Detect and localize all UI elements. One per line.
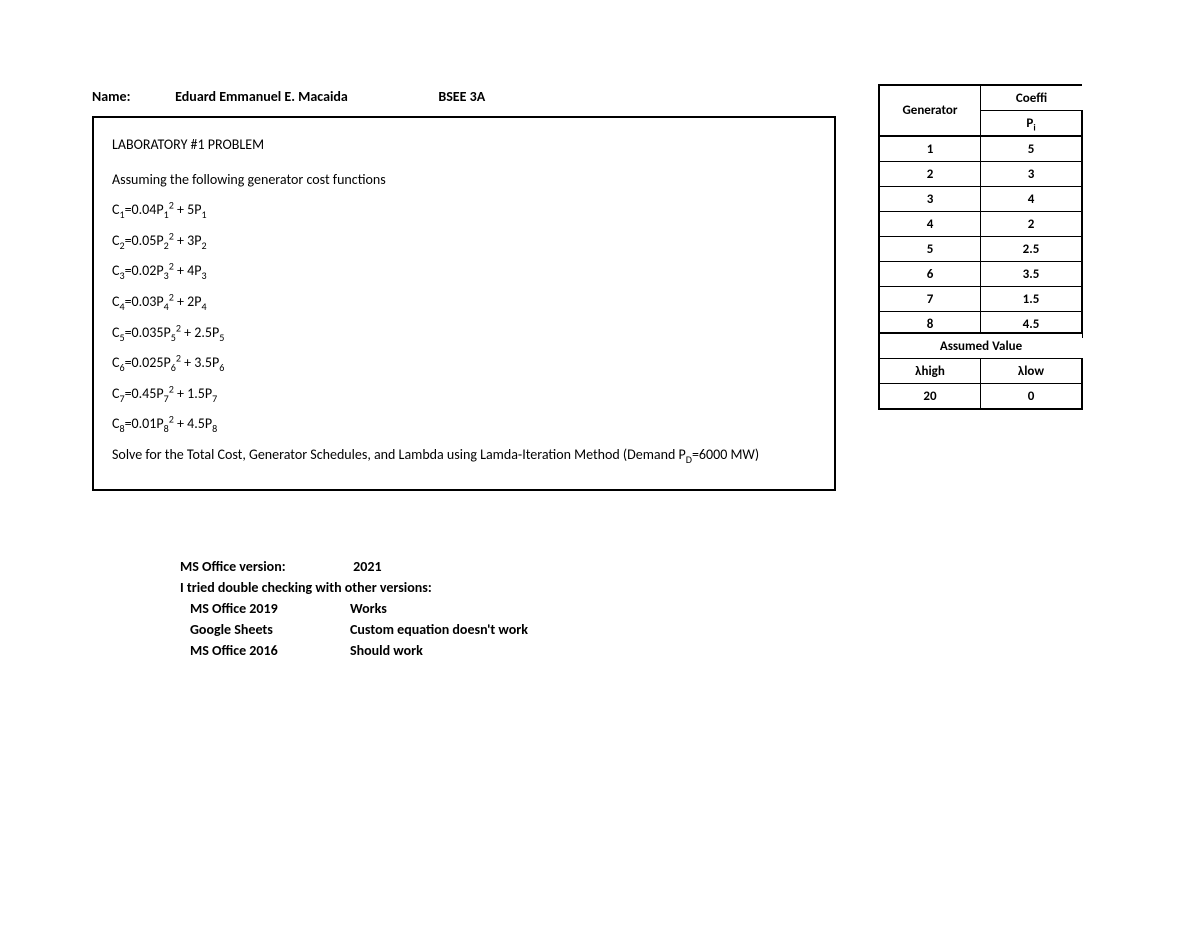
note-row: Google SheetsCustom equation doesn't wor… bbox=[180, 619, 528, 640]
note-c1: MS Office 2019 bbox=[180, 598, 350, 619]
table-row: 63.5 bbox=[879, 262, 1082, 287]
assumed-value-table: Assumed Value λhigh λlow 20 0 bbox=[878, 332, 1083, 410]
version-notes: MS Office version: 2021 I tried double c… bbox=[180, 556, 528, 661]
td-p: 1.5 bbox=[981, 287, 1083, 312]
th-lambda-low: λlow bbox=[981, 359, 1083, 384]
th-assumed: Assumed Value bbox=[879, 333, 1082, 359]
equation: C1=0.04P12 + 5P1 bbox=[112, 197, 816, 224]
note-c2: Should work bbox=[350, 640, 423, 661]
td-gen: 1 bbox=[879, 136, 981, 162]
note-c1: MS Office 2016 bbox=[180, 640, 350, 661]
td-gen: 2 bbox=[879, 162, 981, 187]
td-p: 3 bbox=[981, 162, 1083, 187]
equation: C4=0.03P42 + 2P4 bbox=[112, 289, 816, 316]
td-p: 5 bbox=[981, 136, 1083, 162]
td-lambda-low: 0 bbox=[981, 384, 1083, 410]
equation: C2=0.05P22 + 3P2 bbox=[112, 228, 816, 255]
note-row: MS Office 2016Should work bbox=[180, 640, 528, 661]
page: Name: Eduard Emmanuel E. Macaida BSEE 3A… bbox=[0, 0, 1200, 927]
equation: C5=0.035P52 + 2.5P5 bbox=[112, 320, 816, 347]
table-row: 52.5 bbox=[879, 237, 1082, 262]
th-coeffi: Coeffi bbox=[981, 85, 1083, 111]
equation: C7=0.45P72 + 1.5P7 bbox=[112, 381, 816, 408]
note-c2: Works bbox=[350, 598, 387, 619]
coefficient-rows: 1523344252.563.571.584.5 bbox=[879, 136, 1082, 337]
problem-title: LABORATORY #1 PROBLEM bbox=[112, 132, 816, 159]
note-row: MS Office 2019Works bbox=[180, 598, 528, 619]
td-lambda-high: 20 bbox=[879, 384, 981, 410]
problem-solve: Solve for the Total Cost, Generator Sche… bbox=[112, 442, 816, 469]
solve-suffix: =6000 MW) bbox=[692, 446, 759, 463]
table-row: 71.5 bbox=[879, 287, 1082, 312]
table-row: 42 bbox=[879, 212, 1082, 237]
note-c1: Google Sheets bbox=[180, 619, 350, 640]
equation: C3=0.02P32 + 4P3 bbox=[112, 258, 816, 285]
student-name: Eduard Emmanuel E. Macaida bbox=[175, 88, 435, 105]
problem-box: LABORATORY #1 PROBLEM Assuming the follo… bbox=[92, 116, 836, 491]
td-gen: 7 bbox=[879, 287, 981, 312]
th-generator: Generator bbox=[879, 85, 981, 136]
th-pi: Pi bbox=[981, 111, 1083, 137]
note-line2: I tried double checking with other versi… bbox=[180, 579, 432, 596]
table-row: 23 bbox=[879, 162, 1082, 187]
td-gen: 4 bbox=[879, 212, 981, 237]
note-rows: MS Office 2019WorksGoogle SheetsCustom e… bbox=[180, 598, 528, 661]
th-lambda-high: λhigh bbox=[879, 359, 981, 384]
name-label: Name: bbox=[92, 88, 172, 105]
solve-prefix: Solve for the Total Cost, Generator Sche… bbox=[112, 446, 686, 463]
section: BSEE 3A bbox=[438, 88, 485, 105]
table-row: 34 bbox=[879, 187, 1082, 212]
equation: C8=0.01P82 + 4.5P8 bbox=[112, 411, 816, 438]
note-line1-value: 2021 bbox=[353, 556, 381, 577]
td-p: 2 bbox=[981, 212, 1083, 237]
note-line1-label: MS Office version: bbox=[180, 556, 350, 577]
td-p: 4 bbox=[981, 187, 1083, 212]
problem-intro: Assuming the following generator cost fu… bbox=[112, 167, 816, 194]
note-c2: Custom equation doesn't work bbox=[350, 619, 528, 640]
td-p: 2.5 bbox=[981, 237, 1083, 262]
td-p: 3.5 bbox=[981, 262, 1083, 287]
name-row: Name: Eduard Emmanuel E. Macaida BSEE 3A bbox=[92, 88, 485, 105]
td-gen: 6 bbox=[879, 262, 981, 287]
equation: C6=0.025P62 + 3.5P6 bbox=[112, 350, 816, 377]
equation-list: C1=0.04P12 + 5P1 C2=0.05P22 + 3P2 C3=0.02P… bbox=[112, 197, 816, 438]
table-row: 15 bbox=[879, 136, 1082, 162]
td-gen: 3 bbox=[879, 187, 981, 212]
td-gen: 5 bbox=[879, 237, 981, 262]
th-pi-sub: i bbox=[1033, 121, 1035, 133]
coefficient-table: Generator Coeffi Pi 1523344252.563.571.5… bbox=[878, 84, 1083, 338]
